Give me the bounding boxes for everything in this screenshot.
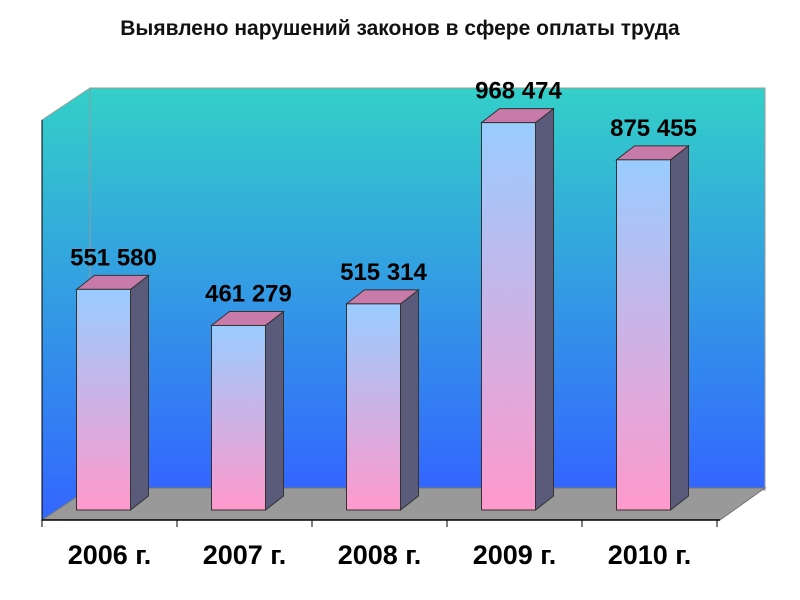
value-label: 551 580 [70,244,157,271]
value-label: 875 455 [610,115,697,142]
value-label: 461 279 [205,280,292,307]
bar [76,288,131,511]
bar-side [130,274,149,512]
chart-title: Выявлено нарушений законов в сфере оплат… [120,17,680,40]
x-tick-label: 2008 г. [338,540,422,570]
bar-side [670,144,689,512]
bar [346,303,401,511]
bar [211,324,266,511]
bar-side [535,107,554,512]
x-tick-label: 2006 г. [68,540,152,570]
bar-side [400,288,419,512]
value-label: 968 474 [475,78,562,105]
x-tick-label: 2010 г. [608,540,692,570]
bar [616,159,671,511]
value-label: 515 314 [340,259,427,286]
x-tick-label: 2007 г. [203,540,287,570]
bar-side [265,310,284,512]
x-tick-label: 2009 г. [473,540,557,570]
bar [481,122,536,511]
